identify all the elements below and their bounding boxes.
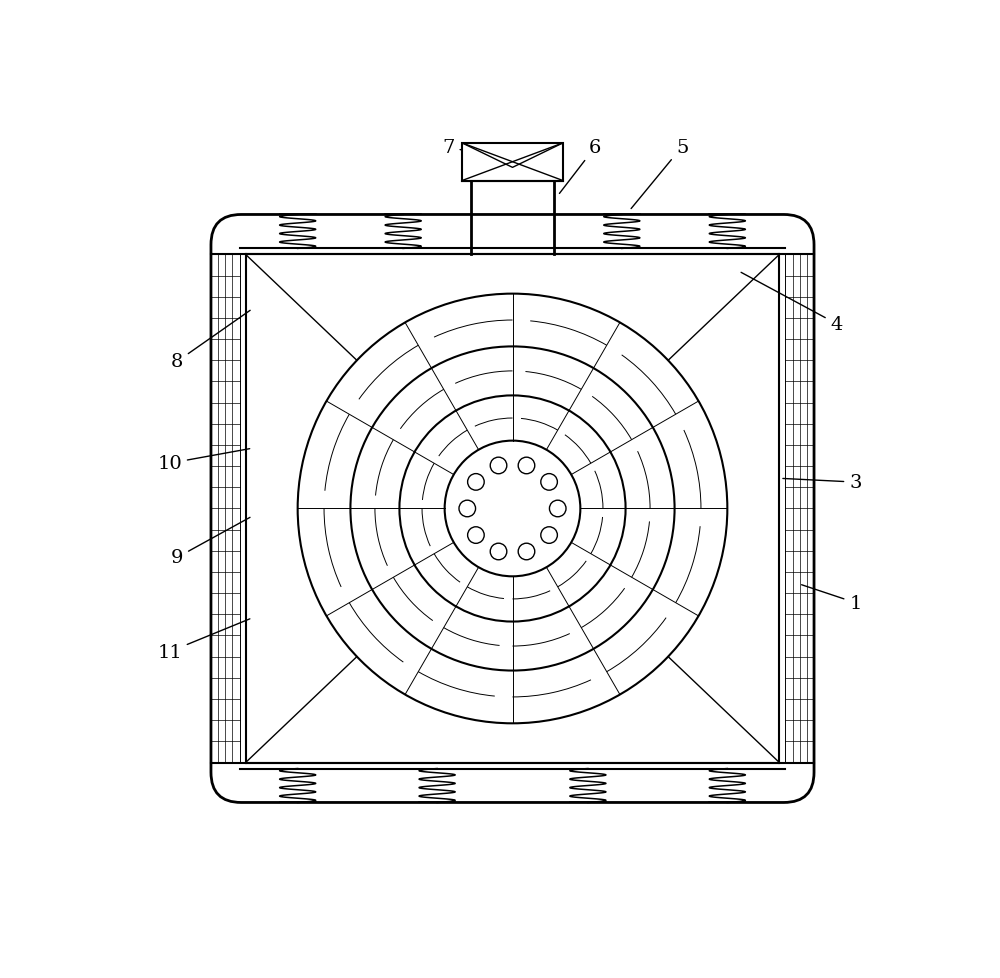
Text: 5: 5 [631, 139, 688, 209]
Text: 3: 3 [783, 473, 862, 492]
Bar [785, 255, 814, 763]
Text: 4: 4 [741, 273, 843, 333]
Bar [211, 255, 240, 763]
Text: 8: 8 [171, 311, 250, 371]
Text: 7: 7 [442, 139, 476, 156]
Text: 9: 9 [171, 517, 250, 567]
Text: 6: 6 [559, 139, 602, 195]
Bar [462, 144, 563, 181]
Text: 11: 11 [157, 619, 250, 661]
Text: 10: 10 [157, 449, 250, 472]
Text: 1: 1 [802, 585, 862, 612]
